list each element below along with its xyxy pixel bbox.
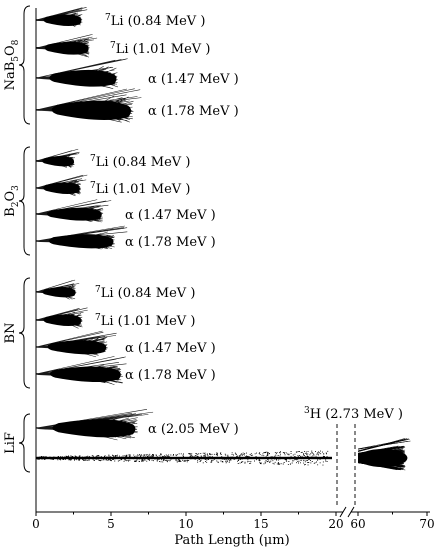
x-tick-label: 10: [178, 517, 193, 531]
track-bn-3: [35, 330, 117, 358]
track-bn-2: [35, 307, 88, 329]
track-label-bn-3: α (1.47 MeV ): [125, 341, 216, 356]
label-text: α (1.47 MeV ): [125, 208, 216, 223]
group-label-nab5o8: NaB5O8: [3, 39, 21, 90]
label-text: H (2.73 MeV ): [310, 407, 403, 422]
group-brackets: NaB5O8 B2O3 BN LiF: [3, 5, 31, 473]
label-text: Li (1.01 MeV ): [116, 42, 211, 57]
label-text: Li (0.84 MeV ): [96, 155, 191, 170]
track-label-3h: 3H (2.73 MeV ): [304, 406, 403, 422]
track-label-lif-1: α (2.05 MeV ): [148, 422, 239, 437]
track-label-b2o3-4: α (1.78 MeV ): [125, 235, 216, 250]
track-lif-1: [35, 409, 154, 441]
label-text: α (1.47 MeV ): [148, 72, 239, 87]
track-bn-1: [35, 279, 80, 300]
track-lif-2: [36, 438, 411, 471]
label-superscript: 7: [105, 13, 111, 23]
x-tick-label: 70: [419, 517, 434, 531]
group-label-b2o3: B2O3: [3, 185, 21, 217]
track-b2o3-1: [35, 148, 80, 168]
bracket-lif: [18, 413, 31, 473]
group-label-bn: BN: [3, 323, 18, 344]
x-tick-label: 0: [32, 517, 40, 531]
label-text: α (2.05 MeV ): [148, 422, 239, 437]
group-label-lif: LiF: [3, 432, 18, 454]
label-text: Li (0.84 MeV ): [111, 14, 206, 29]
label-superscript: 7: [110, 41, 116, 51]
track-label-bn-4: α (1.78 MeV ): [125, 368, 216, 383]
track-label-nab5o8-2: 7Li (1.01 MeV ): [110, 41, 210, 57]
label-text: Li (0.84 MeV ): [101, 286, 196, 301]
label-text: α (1.47 MeV ): [125, 341, 216, 356]
x-tick-label: 15: [253, 517, 268, 531]
bracket-bn: [18, 277, 31, 389]
label-superscript: 7: [95, 285, 101, 295]
label-superscript: 7: [90, 154, 96, 164]
label-text: Li (1.01 MeV ): [96, 182, 191, 197]
track-label-bn-2: 7Li (1.01 MeV ): [95, 313, 195, 329]
track-nab5o8-2: [35, 34, 98, 58]
track-b2o3-3: [35, 199, 112, 223]
track-label-b2o3-3: α (1.47 MeV ): [125, 208, 216, 223]
track-bn-4: [35, 356, 127, 385]
axis-break-mark: [339, 506, 355, 518]
track-label-nab5o8-3: α (1.47 MeV ): [148, 72, 239, 87]
bracket-nab5o8: [18, 5, 31, 125]
track-b2o3-4: [35, 225, 128, 250]
track-label-b2o3-1: 7Li (0.84 MeV ): [90, 154, 190, 170]
label-text: α (1.78 MeV ): [148, 104, 239, 119]
x-axis-title: Path Length (μm): [174, 533, 289, 548]
label-superscript: 3: [304, 406, 310, 416]
bracket-b2o3: [18, 146, 31, 256]
track-nab5o8-3: [35, 58, 128, 89]
x-tick-label: 5: [107, 517, 115, 531]
label-superscript: 7: [95, 313, 101, 323]
track-nab5o8-4: [35, 88, 142, 123]
x-tick-label: 60: [350, 517, 365, 531]
tracks-layer: [35, 7, 411, 505]
track-nab5o8-1: [35, 7, 88, 28]
track-b2o3-2: [35, 174, 88, 197]
x-tick-label: 20: [328, 517, 343, 531]
track-label-nab5o8-4: α (1.78 MeV ): [148, 104, 239, 119]
label-text: α (1.78 MeV ): [125, 235, 216, 250]
x-axis: 0 5 10 15 20 60 70 Path Length (μm): [32, 8, 435, 548]
label-text: Li (1.01 MeV ): [101, 314, 196, 329]
track-label-b2o3-2: 7Li (1.01 MeV ): [90, 181, 190, 197]
track-label-bn-1: 7Li (0.84 MeV ): [95, 285, 195, 301]
track-label-nab5o8-1: 7Li (0.84 MeV ): [105, 13, 205, 29]
label-text: α (1.78 MeV ): [125, 368, 216, 383]
track-labels: 7Li (0.84 MeV )7Li (1.01 MeV )α (1.47 Me…: [90, 13, 403, 437]
label-superscript: 7: [90, 181, 96, 191]
